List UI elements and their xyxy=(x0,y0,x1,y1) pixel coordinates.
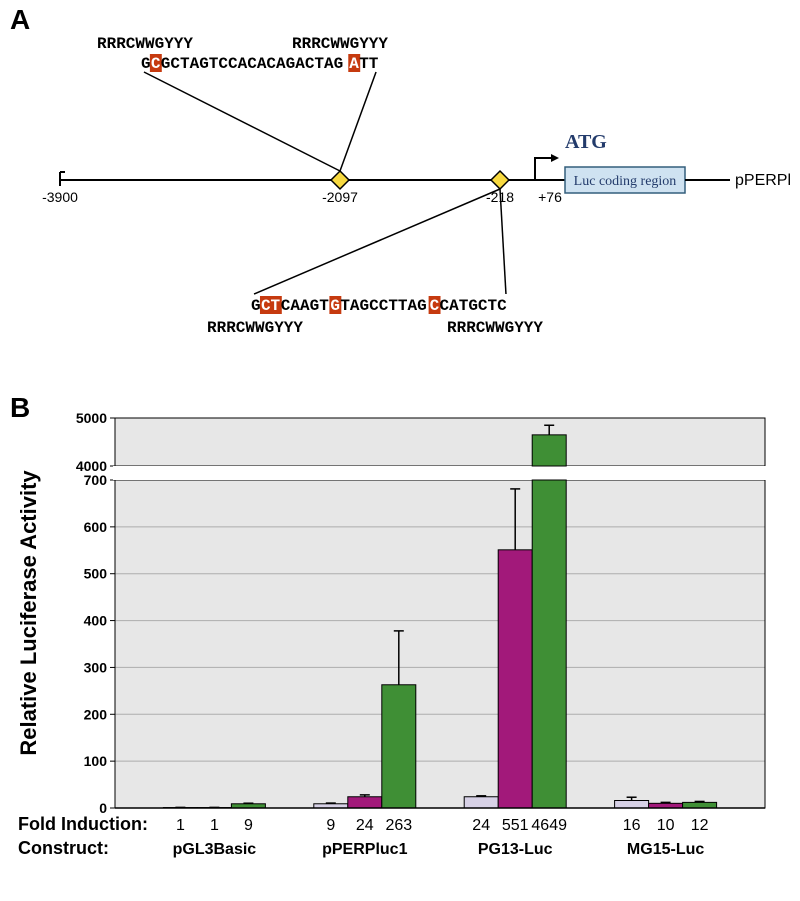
svg-text:600: 600 xyxy=(84,519,108,535)
svg-text:200: 200 xyxy=(84,706,108,722)
diagram-panel-a: ATGLuc coding regionpPERPluc1-3900-2097-… xyxy=(10,10,790,390)
svg-text:263: 263 xyxy=(385,817,412,834)
svg-text:16: 16 xyxy=(623,817,641,834)
svg-text:pPERPluc1: pPERPluc1 xyxy=(735,172,790,189)
svg-text:9: 9 xyxy=(244,817,253,834)
svg-text:Relative Luciferase Activity: Relative Luciferase Activity xyxy=(16,470,41,756)
svg-text:C: C xyxy=(430,297,440,315)
svg-text:pPERPluc1: pPERPluc1 xyxy=(322,841,407,858)
svg-text:CAAGT: CAAGT xyxy=(281,297,329,315)
svg-text:RRRCWWGYYY: RRRCWWGYYY xyxy=(97,35,193,53)
svg-text:24: 24 xyxy=(356,817,374,834)
svg-text:551: 551 xyxy=(502,817,529,834)
svg-text:-3900: -3900 xyxy=(42,189,78,205)
svg-text:4649: 4649 xyxy=(531,817,567,834)
svg-text:ATG: ATG xyxy=(565,131,607,153)
svg-text:CATGCTC: CATGCTC xyxy=(440,297,508,315)
svg-text:CT: CT xyxy=(261,297,281,315)
svg-text:9: 9 xyxy=(326,817,335,834)
svg-text:10: 10 xyxy=(657,817,675,834)
svg-text:TAGCCTTAG: TAGCCTTAG xyxy=(340,297,426,315)
svg-text:GCTAGTCCACACAGACTAG: GCTAGTCCACACAGACTAG xyxy=(161,55,343,73)
svg-text:G: G xyxy=(330,297,340,315)
svg-text:G: G xyxy=(141,55,151,73)
svg-text:300: 300 xyxy=(84,659,108,675)
svg-text:A: A xyxy=(349,55,359,73)
svg-text:100: 100 xyxy=(84,753,108,769)
svg-text:Luc coding region: Luc coding region xyxy=(574,174,677,189)
svg-text:24: 24 xyxy=(472,817,490,834)
svg-text:RRRCWWGYYY: RRRCWWGYYY xyxy=(207,319,303,337)
svg-text:RRRCWWGYYY: RRRCWWGYYY xyxy=(447,319,543,337)
svg-text:TT: TT xyxy=(359,55,379,73)
svg-text:12: 12 xyxy=(691,817,709,834)
svg-text:-2097: -2097 xyxy=(322,189,358,205)
svg-text:G: G xyxy=(251,297,261,315)
svg-text:5000: 5000 xyxy=(76,410,107,426)
svg-text:C: C xyxy=(151,55,161,73)
svg-text:1: 1 xyxy=(176,817,185,834)
svg-text:1: 1 xyxy=(210,817,219,834)
svg-text:Fold Induction:: Fold Induction: xyxy=(18,814,148,834)
svg-text:MG15-Luc: MG15-Luc xyxy=(627,841,704,858)
svg-text:pGL3Basic: pGL3Basic xyxy=(173,841,257,858)
svg-text:RRRCWWGYYY: RRRCWWGYYY xyxy=(292,35,388,53)
chart-panel-b: 010020030040050060070040005000Relative L… xyxy=(10,408,790,898)
svg-text:500: 500 xyxy=(84,566,108,582)
svg-text:PG13-Luc: PG13-Luc xyxy=(478,841,553,858)
svg-text:4000: 4000 xyxy=(76,458,107,474)
svg-text:+76: +76 xyxy=(538,189,562,205)
svg-text:Construct:: Construct: xyxy=(18,838,109,858)
svg-text:700: 700 xyxy=(84,472,108,488)
svg-text:400: 400 xyxy=(84,613,108,629)
